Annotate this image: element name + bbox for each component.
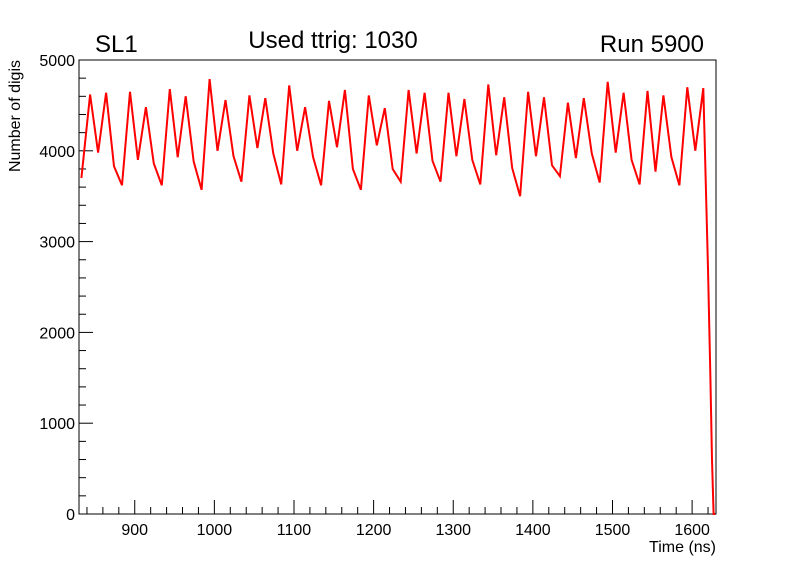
series-line	[80, 78, 716, 515]
x-tick-label: 1400	[515, 522, 551, 539]
header-right-label: Run 5900	[600, 31, 704, 58]
y-tick-label: 0	[66, 507, 75, 524]
x-tick-label: 1500	[595, 522, 631, 539]
plot-frame	[78, 59, 717, 515]
y-tick-label: 5000	[39, 53, 75, 70]
y-tick-label: 3000	[39, 235, 75, 252]
x-tick-label: 1200	[356, 522, 392, 539]
y-tick-label: 4000	[39, 144, 75, 161]
y-axis-label: Number of digis	[7, 60, 24, 172]
x-tick-label: 900	[121, 522, 148, 539]
axis-ticks	[79, 59, 709, 515]
x-axis-label: Time (ns)	[649, 539, 716, 556]
y-tick-label: 2000	[39, 325, 75, 342]
chart-title: Used ttrig: 1030	[248, 27, 417, 54]
y-tick-label: 1000	[39, 416, 75, 433]
axis-tick-labels: 900 1000 1100 1200 1300 1400 1500 1600 0 1000 2000…	[39, 53, 710, 539]
x-tick-label: 1600	[674, 522, 710, 539]
x-tick-label: 1000	[197, 522, 233, 539]
header-left-label: SL1	[95, 31, 138, 58]
x-tick-label: 1300	[435, 522, 471, 539]
x-tick-label: 1100	[277, 522, 312, 539]
